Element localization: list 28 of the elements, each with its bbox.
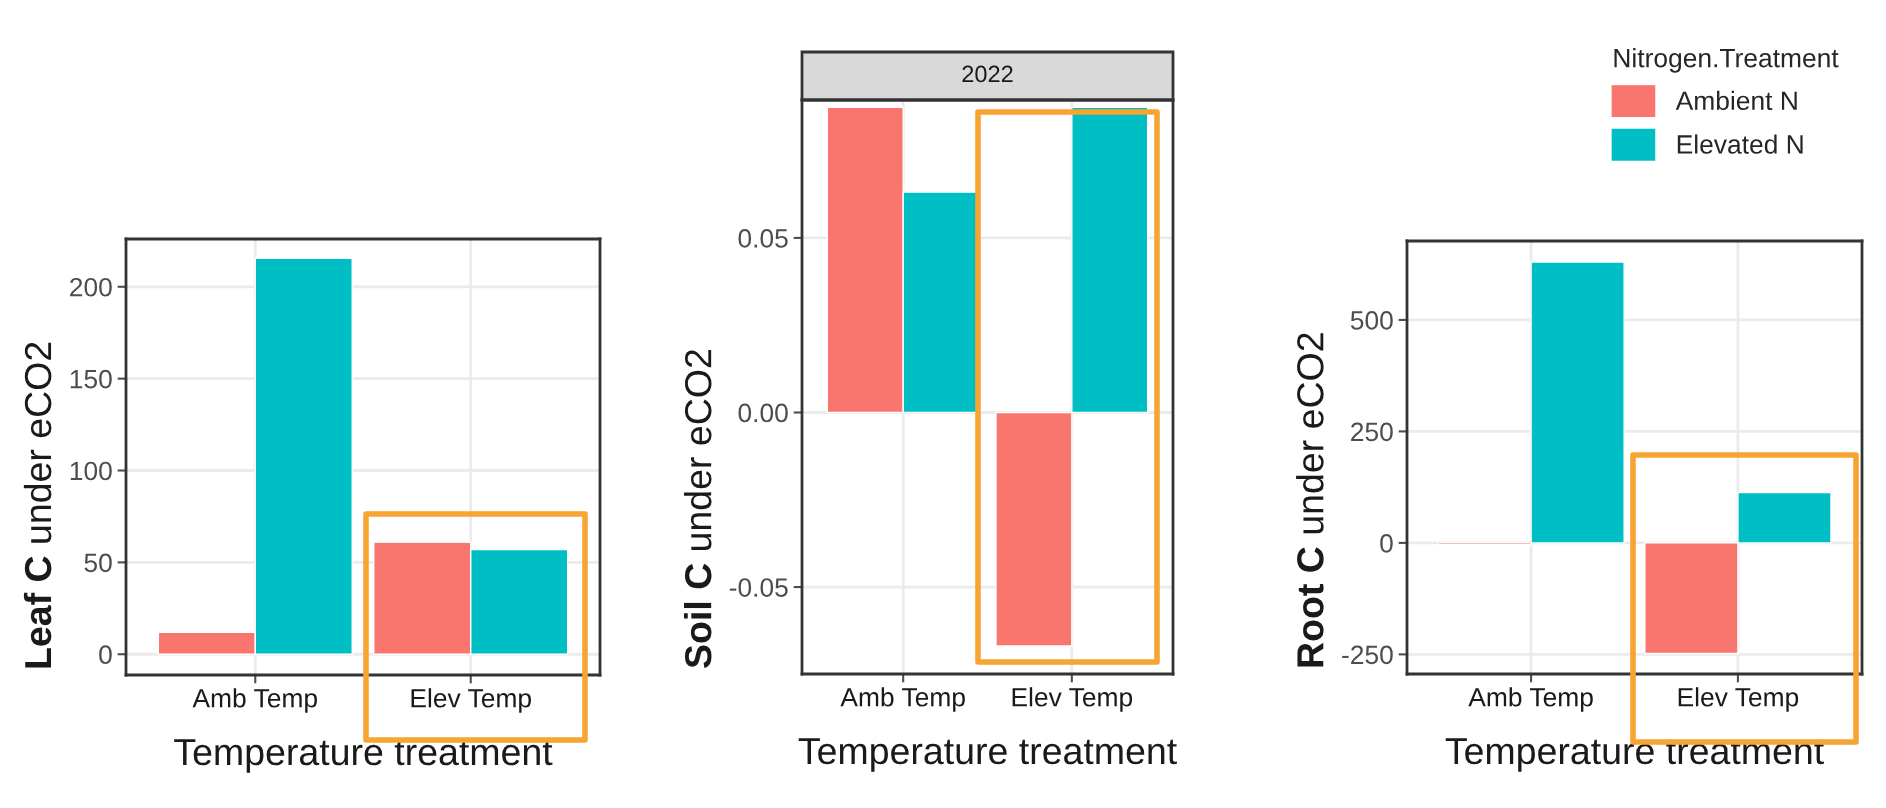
legend-label: Elevated N	[1677, 134, 1803, 154]
x-tick-label: Amb Temp	[192, 688, 317, 713]
y-axis-title: Leaf C under eCO2	[23, 342, 52, 668]
chart-title: 2022	[962, 65, 1013, 83]
y-tick-label: 50	[84, 553, 112, 573]
legend-title: Nitrogen.Treatment	[1614, 48, 1839, 73]
y-tick-label: 200	[70, 277, 112, 297]
x-tick-label: Amb Temp	[1468, 687, 1593, 712]
y-tick-label: 0.05	[738, 229, 788, 248]
x-tick-label: Elev Temp	[1012, 687, 1133, 712]
x-tick-label: Elev Temp	[1678, 687, 1799, 712]
x-tick-label: Amb Temp	[840, 687, 965, 712]
x-axis-title: Temperature treatment	[798, 738, 1177, 772]
x-tick-label: Elev Temp	[411, 688, 531, 713]
y-tick-label: 0	[99, 645, 112, 665]
x-axis-title: Temperature treatment	[174, 739, 553, 773]
y-tick-label: 0	[1380, 534, 1393, 553]
y-tick-label: -0.05	[729, 578, 788, 597]
y-tick-label: 0.00	[738, 403, 788, 423]
y-axis-title: Soil C under eCO2	[683, 350, 712, 668]
y-tick-label: -250	[1342, 645, 1393, 665]
y-tick-label: 250	[1351, 422, 1393, 442]
y-axis-title: Root C under eCO2	[1296, 333, 1324, 667]
y-tick-label: 150	[70, 369, 112, 389]
y-tick-label: 500	[1350, 311, 1393, 330]
y-tick-label: 100	[70, 461, 112, 481]
legend-label: Ambient N	[1675, 90, 1797, 111]
x-axis-title: Temperature treatment	[1445, 738, 1824, 772]
